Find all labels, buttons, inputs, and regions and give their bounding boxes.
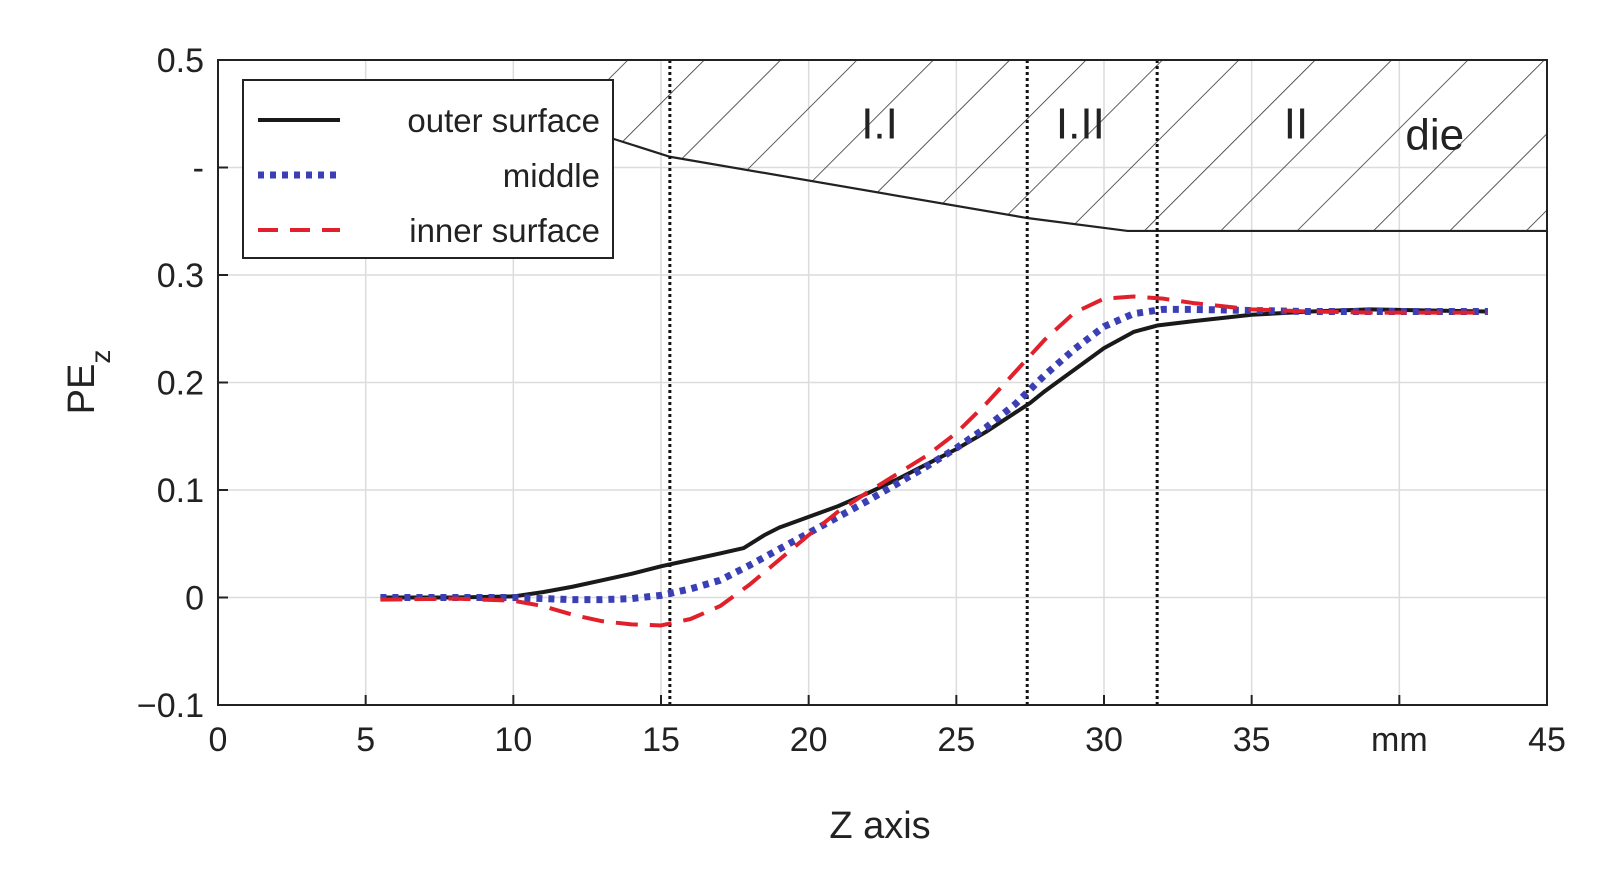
y-axis-ticks: −0.1 0 0.1 0.2 0.3 - 0.5 xyxy=(137,42,228,725)
x-tick-label: 5 xyxy=(356,721,375,759)
x-tick-label: 25 xyxy=(937,721,975,759)
region-label: die xyxy=(1405,110,1464,159)
y-tick-label: 0.3 xyxy=(157,257,204,295)
y-tick-label: 0.5 xyxy=(157,42,204,80)
x-tick-label: 35 xyxy=(1233,721,1271,759)
x-tick-label: 30 xyxy=(1085,721,1123,759)
legend-label-middle: middle xyxy=(503,157,600,194)
x-tick-label: 20 xyxy=(790,721,828,759)
region-labels: I.I I.II II die xyxy=(861,100,1464,160)
series-line-middle xyxy=(380,305,1488,604)
region-label: I.I xyxy=(861,100,898,149)
series-line-outer-surface xyxy=(380,307,1488,600)
y-axis-title-subscript: z xyxy=(85,350,116,364)
x-tick-label: 15 xyxy=(642,721,680,759)
legend: outer surface middle inner surface xyxy=(242,79,614,259)
legend-label-outer-surface: outer surface xyxy=(407,102,600,139)
legend-label-inner-surface: inner surface xyxy=(409,212,600,249)
x-axis-ticks: 0 5 10 15 20 25 30 35 mm 45 xyxy=(209,695,1566,759)
y-tick-label: - xyxy=(193,150,204,188)
y-axis-title: PEz xyxy=(61,350,116,415)
y-tick-label: 0.1 xyxy=(157,472,204,510)
series-line-inner-surface xyxy=(380,294,1488,628)
y-tick-label: 0 xyxy=(185,580,204,618)
x-axis-title: Z axis xyxy=(829,805,930,847)
region-label: I.II xyxy=(1056,100,1105,149)
x-tick-label: 0 xyxy=(209,721,228,759)
x-tick-label: mm xyxy=(1371,721,1428,759)
y-tick-label: 0.2 xyxy=(157,365,204,403)
region-label: II xyxy=(1284,100,1308,149)
y-tick-label: −0.1 xyxy=(137,687,204,725)
y-axis-title-main: PE xyxy=(61,364,103,415)
x-tick-label: 10 xyxy=(494,721,532,759)
series-group xyxy=(380,294,1488,628)
x-tick-label: 45 xyxy=(1528,721,1566,759)
die-hatch-area xyxy=(601,60,1547,231)
